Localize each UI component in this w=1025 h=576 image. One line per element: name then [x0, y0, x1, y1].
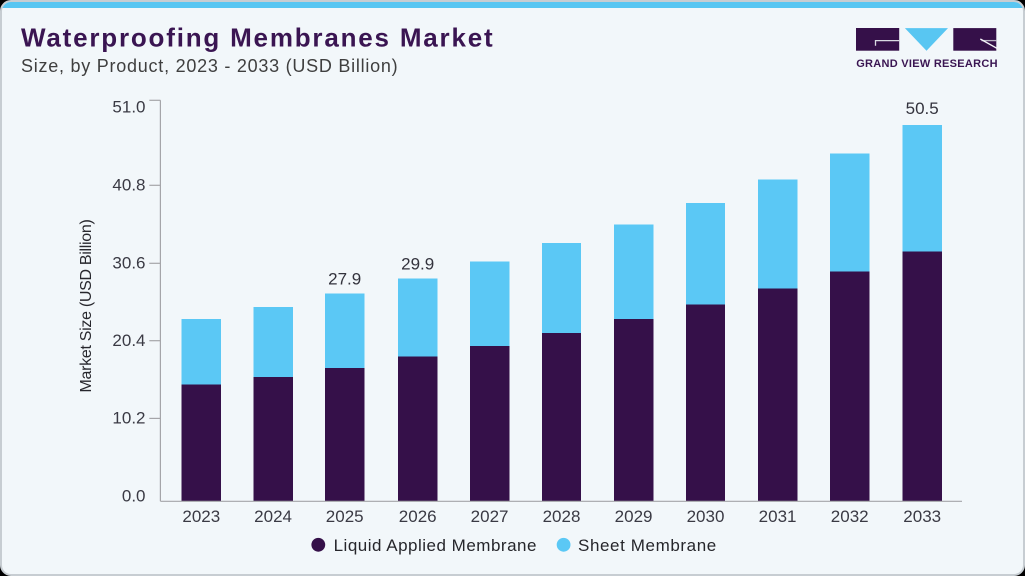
svg-text:2028: 2028 [543, 507, 581, 526]
svg-text:0.0: 0.0 [122, 487, 146, 506]
svg-text:50.5: 50.5 [906, 99, 939, 118]
svg-text:2027: 2027 [471, 507, 509, 526]
svg-text:20.4: 20.4 [112, 331, 145, 350]
svg-text:2026: 2026 [399, 507, 437, 526]
svg-text:Market Size (USD Billion): Market Size (USD Billion) [78, 220, 95, 393]
svg-text:27.9: 27.9 [328, 269, 361, 288]
svg-text:Waterproofing Membranes Market: Waterproofing Membranes Market [21, 23, 494, 53]
svg-text:30.6: 30.6 [112, 253, 145, 272]
svg-text:2023: 2023 [182, 507, 220, 526]
svg-text:GRAND VIEW RESEARCH: GRAND VIEW RESEARCH [856, 58, 998, 70]
svg-text:2024: 2024 [254, 507, 292, 526]
svg-text:2030: 2030 [687, 507, 725, 526]
svg-text:51.0: 51.0 [112, 98, 145, 117]
svg-text:2031: 2031 [759, 507, 797, 526]
svg-text:10.2: 10.2 [112, 409, 145, 428]
svg-text:2025: 2025 [326, 507, 364, 526]
svg-text:2033: 2033 [903, 507, 941, 526]
svg-text:Sheet Membrane: Sheet Membrane [578, 536, 717, 555]
svg-text:2032: 2032 [831, 507, 869, 526]
svg-text:2029: 2029 [615, 507, 653, 526]
svg-text:Liquid Applied Membrane: Liquid Applied Membrane [334, 536, 537, 555]
svg-text:Size, by Product, 2023 - 2033: Size, by Product, 2023 - 2033 (USD Billi… [21, 56, 398, 76]
svg-text:40.8: 40.8 [112, 175, 145, 194]
svg-text:29.9: 29.9 [401, 255, 434, 274]
